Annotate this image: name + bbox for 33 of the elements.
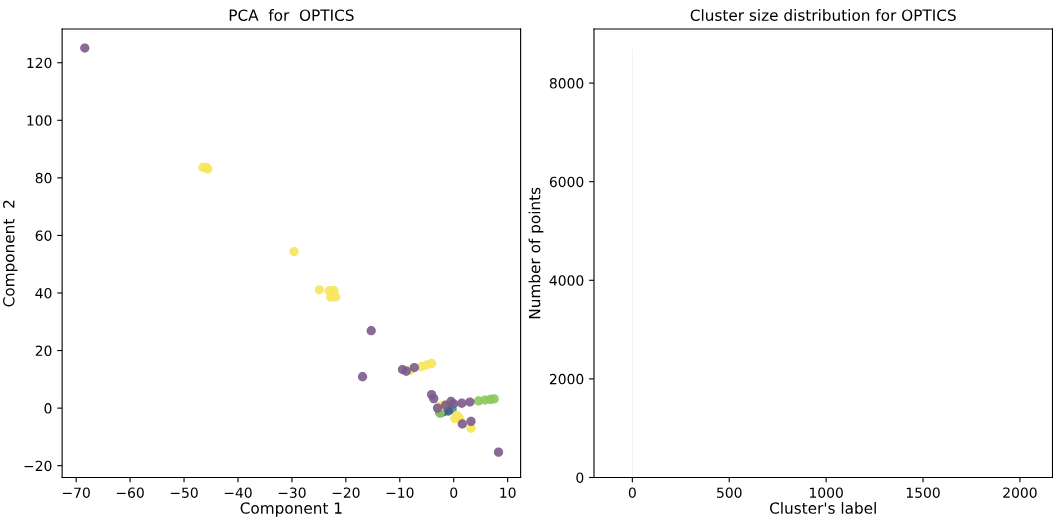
y-axis-title: Component 2 [3, 200, 18, 307]
x-tick-label: −20 [332, 487, 360, 498]
y-tick-label: 6000 [549, 176, 584, 188]
y-tick-label: 8000 [549, 78, 584, 89]
y-tick-label: 0 [44, 403, 52, 414]
x-tick-label: 1500 [906, 487, 940, 498]
y-tick-label: −20 [24, 460, 52, 472]
y-tick-label: 2000 [549, 373, 584, 385]
y-tick-label: 100 [27, 115, 52, 126]
y-tick-label: 60 [35, 230, 52, 241]
x-tick-label: 10 [500, 487, 516, 498]
y-tick-label: 80 [35, 172, 52, 184]
x-tick-label: 0 [628, 487, 636, 498]
x-tick-label: 0 [450, 487, 458, 498]
x-tick-label: −50 [170, 487, 198, 498]
y-axis-title: Number of points [528, 187, 544, 319]
x-axis-title: Component 1 [240, 502, 342, 517]
chart-title: Cluster size distribution for OPTICS [690, 9, 956, 21]
y-tick-label: 4000 [549, 275, 584, 286]
y-tick-label: 20 [35, 345, 52, 357]
x-tick-label: 500 [717, 487, 742, 498]
x-tick-label: −60 [116, 487, 144, 498]
x-tick-label: −70 [62, 487, 90, 498]
y-tick-label: 40 [35, 287, 52, 299]
x-tick-label: −40 [224, 487, 252, 498]
x-tick-label: −10 [386, 487, 414, 498]
x-tick-label: −30 [278, 487, 306, 498]
x-tick-label: 1000 [809, 487, 843, 498]
x-tick-label: 2000 [1003, 487, 1037, 498]
chart-title: PCA for OPTICS [229, 9, 354, 21]
x-axis-title: Cluster's label [769, 502, 876, 514]
y-tick-label: 120 [27, 57, 52, 69]
y-tick-label: 0 [576, 472, 584, 483]
